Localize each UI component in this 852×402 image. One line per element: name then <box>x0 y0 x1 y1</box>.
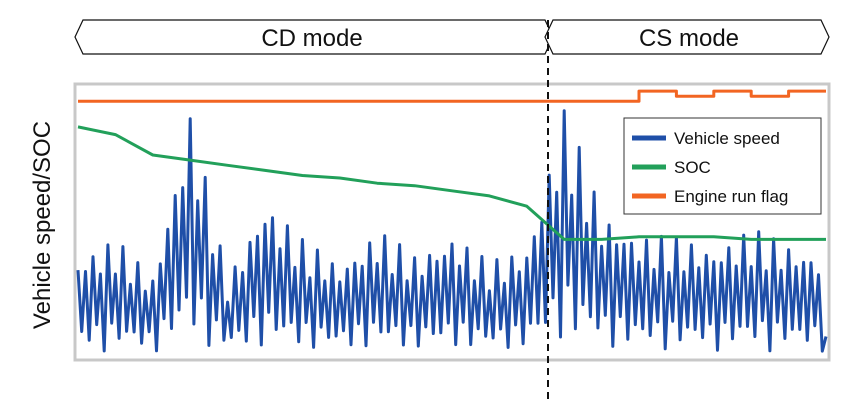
mode-banner: CD mode CS mode <box>74 19 830 55</box>
cs-mode-label: CS mode <box>639 25 739 52</box>
series-line-soc <box>77 125 826 241</box>
series-layer <box>76 89 828 353</box>
legend-label-soc: SOC <box>674 158 711 177</box>
legend-label-engine-run-flag: Engine run flag <box>674 187 788 206</box>
cd-mode-label: CD mode <box>261 25 362 52</box>
y-axis-label: Vehicle speed/SOC <box>29 121 56 329</box>
series-line-engine-run-flag <box>78 89 826 103</box>
cs-mode-banner <box>544 19 830 55</box>
cd-mode-banner <box>74 19 554 55</box>
legend-label-vehicle-speed: Vehicle speed <box>674 129 780 148</box>
series-line-vehicle-speed <box>76 109 828 353</box>
legend: Vehicle speed SOC Engine run flag <box>623 117 822 215</box>
